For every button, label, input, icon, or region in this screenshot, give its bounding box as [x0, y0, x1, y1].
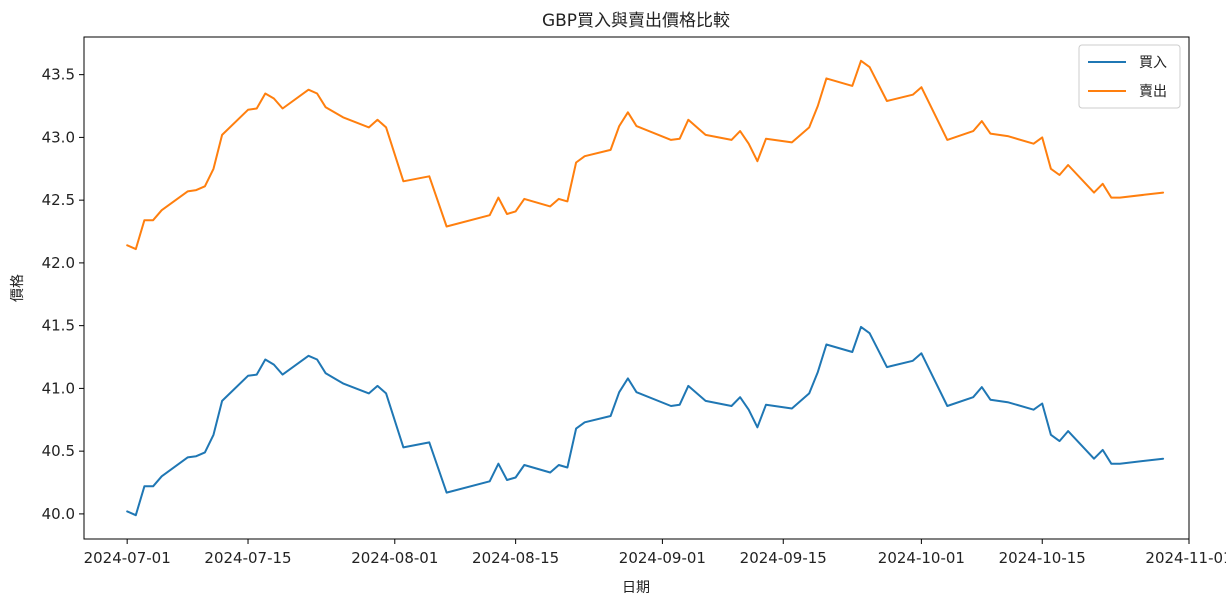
y-tick-label: 42.5	[42, 191, 75, 209]
legend-label-buy: 買入	[1139, 55, 1167, 71]
x-tick-label: 2024-09-15	[740, 549, 827, 567]
y-axis: 40.0 40.5 41.0 41.5 42.0 42.5 43.0 43.5	[42, 66, 84, 523]
x-tick-label: 2024-11-01	[1145, 549, 1226, 567]
y-tick-label: 43.5	[42, 66, 75, 84]
x-tick-label: 2024-07-15	[204, 549, 291, 567]
x-tick-label: 2024-07-01	[84, 549, 171, 567]
series-line-sell	[126, 59, 1165, 251]
plot-area	[83, 36, 1190, 540]
x-tick-label: 2024-08-01	[351, 549, 438, 567]
chart-title: GBP買入與賣出價格比較	[542, 11, 730, 31]
y-axis-title: 價格	[9, 274, 26, 302]
x-tick-label: 2024-09-01	[619, 549, 706, 567]
y-tick-label: 40.0	[42, 505, 75, 523]
x-tick-label: 2024-08-15	[472, 549, 559, 567]
legend: 買入 賣出	[1078, 44, 1181, 109]
y-tick-label: 43.0	[42, 128, 75, 146]
y-tick-label: 42.0	[42, 254, 75, 272]
legend-box	[1078, 44, 1181, 109]
x-tick-label: 2024-10-01	[878, 549, 965, 567]
y-tick-label: 41.5	[42, 317, 75, 335]
x-tick-label: 2024-10-15	[999, 549, 1086, 567]
legend-label-sell: 賣出	[1139, 84, 1167, 100]
series-group	[126, 59, 1165, 517]
y-tick-label: 41.0	[42, 379, 75, 397]
series-line-buy	[126, 325, 1165, 517]
x-axis: 2024-07-01 2024-07-15 2024-08-01 2024-08-15…	[84, 539, 1226, 567]
x-axis-title: 日期	[622, 580, 650, 596]
y-tick-label: 40.5	[42, 442, 75, 460]
